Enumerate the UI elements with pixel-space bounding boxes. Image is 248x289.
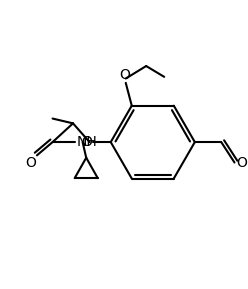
Text: NH: NH: [77, 135, 97, 149]
Text: O: O: [119, 68, 130, 82]
Text: O: O: [236, 155, 247, 170]
Text: O: O: [81, 135, 92, 149]
Text: O: O: [25, 156, 36, 170]
